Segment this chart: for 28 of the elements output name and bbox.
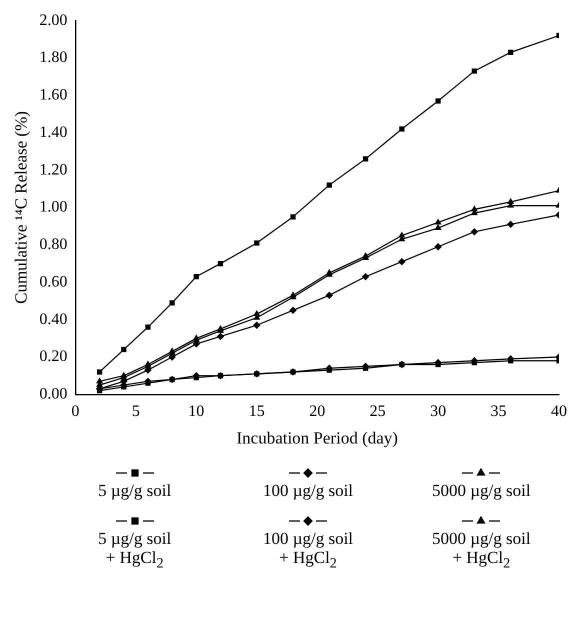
y-tick-label: 1.40 [39, 124, 68, 141]
y-tick-label: 0.00 [39, 386, 68, 403]
x-tick-label: 0 [71, 403, 80, 420]
x-tick-label: 35 [490, 403, 507, 420]
legend-label: 5 µg/g soil [97, 481, 172, 501]
x-tick-label: 20 [309, 403, 326, 420]
x-tick-label: 30 [430, 403, 446, 420]
x-tick-label: 15 [248, 403, 265, 420]
legend-label: 5000 µg/g soil + HgCl$_{2}$ [431, 528, 532, 572]
x-tick-label: 10 [188, 403, 204, 420]
y-tick-label: 1.80 [39, 49, 68, 66]
legend-label: 5 µg/g soil + HgCl$_{2}$ [97, 528, 172, 572]
x-tick-label: 25 [370, 403, 386, 420]
x-tick-label: 5 [132, 403, 140, 420]
x-axis-title: Incubation Period (day) [236, 428, 398, 448]
legend-label: 5000 µg/g soil [431, 481, 532, 501]
y-tick-label: 0.80 [39, 236, 68, 254]
y-axis-title: Cumulative ¹⁴C Release (%) [12, 111, 31, 304]
y-tick-label: 0.40 [39, 310, 68, 328]
y-tick-label: 1.20 [39, 161, 68, 178]
y-tick-label: 1.60 [39, 86, 68, 104]
y-tick-label: 0.60 [39, 273, 68, 290]
y-tick-label: 2.00 [39, 12, 68, 29]
legend-label: 100 µg/g soil [262, 481, 354, 501]
y-tick-label: 1.00 [39, 198, 68, 216]
x-tick-label: 40 [551, 403, 567, 420]
legend-label: 100 µg/g soil + HgCl$_{2}$ [262, 528, 354, 572]
y-tick-label: 0.20 [39, 348, 68, 366]
